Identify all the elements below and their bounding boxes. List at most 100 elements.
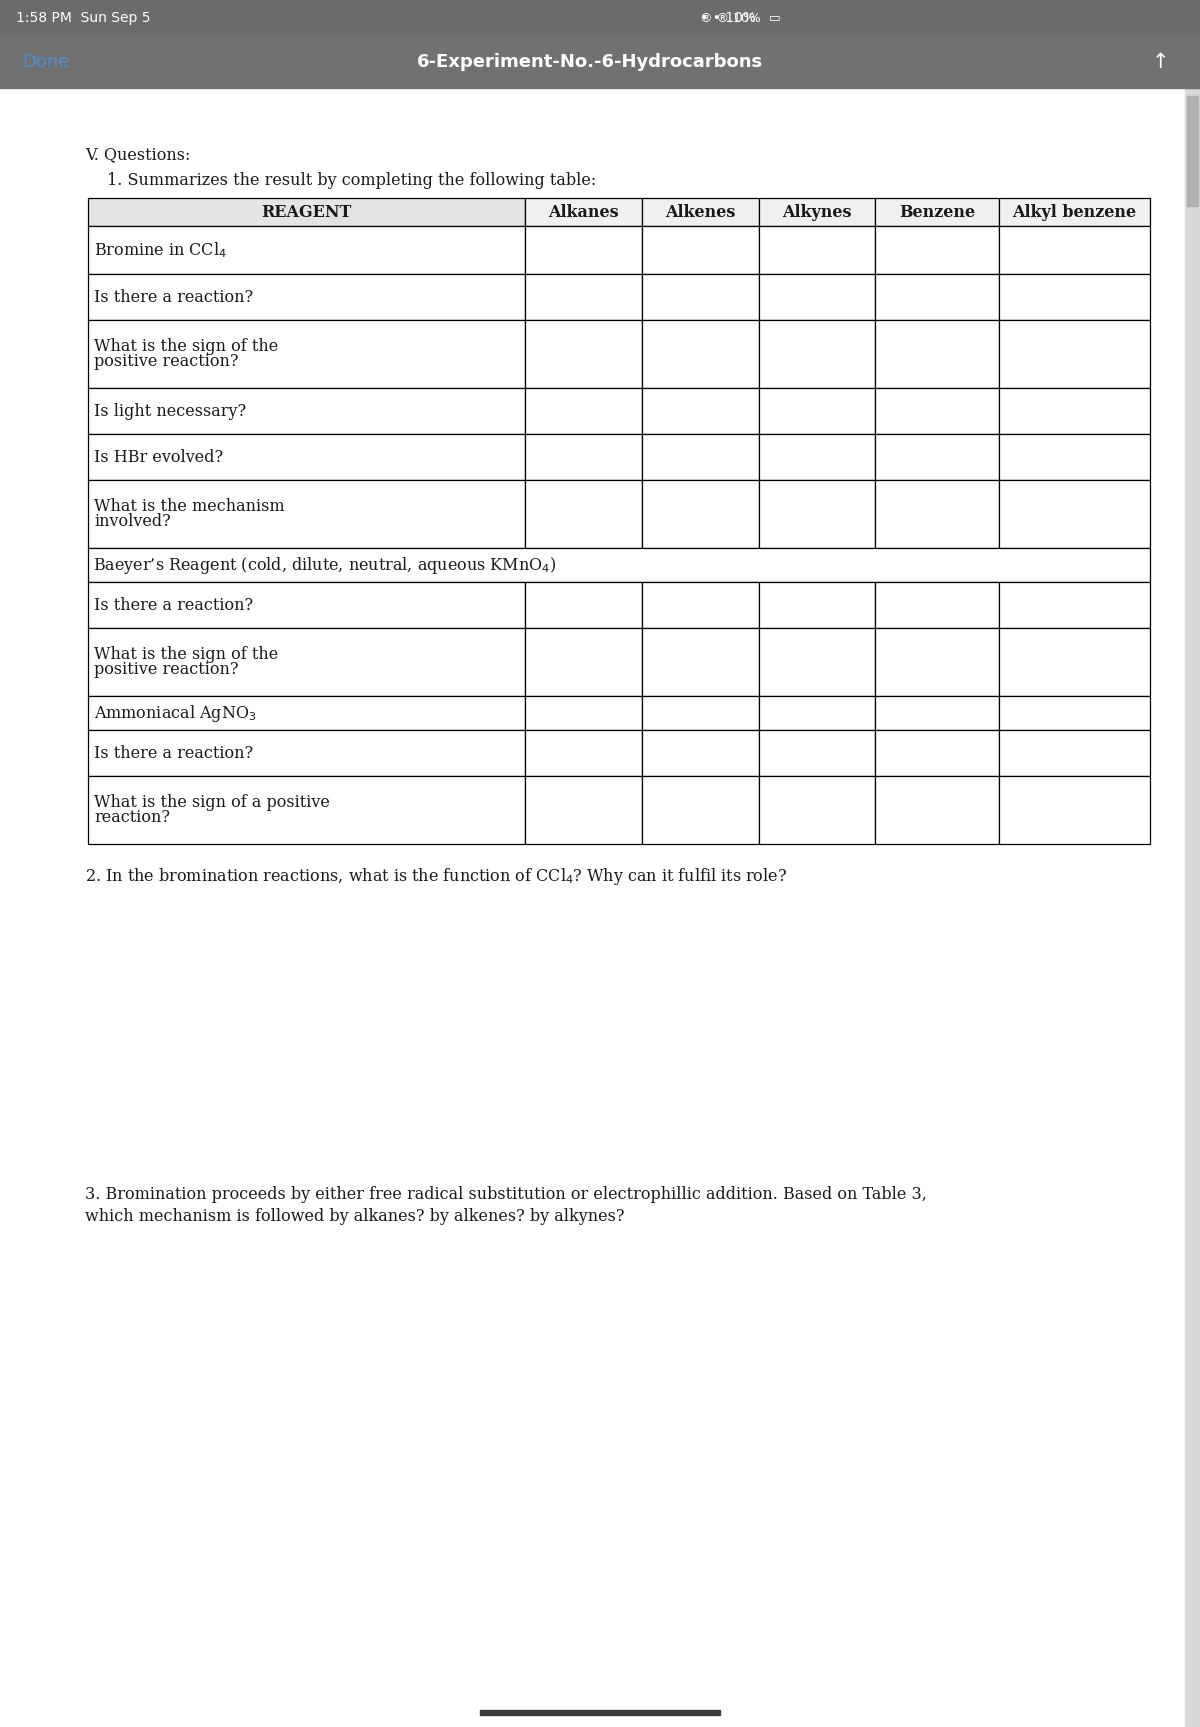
Bar (758, 629, 876, 696)
Text: Is there a reaction?: Is there a reaction? (94, 596, 253, 613)
Bar (88, 433, 526, 480)
Bar (642, 629, 758, 696)
Text: 1. Summarizes the result by completing the following table:: 1. Summarizes the result by completing t… (107, 173, 596, 188)
Text: ® ® 10%  ▭: ® ® 10% ▭ (700, 12, 781, 24)
Bar (758, 275, 876, 319)
Text: reaction?: reaction? (94, 808, 170, 826)
Bar (526, 629, 642, 696)
Bar (876, 275, 1000, 319)
Text: Ammoniacal AgNO$_3$: Ammoniacal AgNO$_3$ (94, 703, 257, 724)
Text: Alkenes: Alkenes (665, 204, 736, 221)
Bar (88, 731, 526, 775)
Bar (758, 226, 876, 275)
Bar (1000, 480, 1150, 547)
Bar (88, 389, 526, 433)
Text: What is the sign of the: What is the sign of the (94, 338, 278, 356)
Bar (1186, 88, 1200, 1727)
Bar (88, 480, 526, 547)
Text: Done: Done (22, 54, 70, 71)
Bar (1000, 319, 1150, 389)
Text: Alkanes: Alkanes (548, 204, 619, 221)
Text: Alkynes: Alkynes (782, 204, 852, 221)
Bar (526, 775, 642, 845)
Bar (1000, 731, 1150, 775)
Bar (480, 1710, 720, 1715)
Bar (876, 731, 1000, 775)
Bar (876, 433, 1000, 480)
Bar (642, 731, 758, 775)
Bar (526, 226, 642, 275)
Bar (642, 480, 758, 547)
Text: Is there a reaction?: Is there a reaction? (94, 744, 253, 762)
Bar (876, 775, 1000, 845)
Bar (88, 226, 526, 275)
Bar (758, 480, 876, 547)
Bar (88, 199, 526, 226)
Bar (88, 547, 1150, 582)
Bar (758, 319, 876, 389)
Bar (758, 389, 876, 433)
Text: ↑: ↑ (1151, 52, 1169, 73)
Bar (88, 582, 526, 629)
Bar (0, 36, 1200, 88)
Bar (642, 319, 758, 389)
Bar (1187, 97, 1198, 206)
Bar (88, 775, 526, 845)
Text: What is the sign of a positive: What is the sign of a positive (94, 794, 330, 812)
Text: What is the sign of the: What is the sign of the (94, 646, 278, 663)
Bar (526, 319, 642, 389)
Bar (88, 275, 526, 319)
Bar (526, 731, 642, 775)
Bar (1000, 629, 1150, 696)
Bar (526, 480, 642, 547)
Bar (0, 0, 1200, 36)
Text: V. Questions:: V. Questions: (85, 147, 191, 162)
Bar (876, 319, 1000, 389)
Bar (1000, 582, 1150, 629)
Bar (642, 199, 758, 226)
Bar (1000, 775, 1150, 845)
Bar (876, 389, 1000, 433)
Bar (526, 696, 642, 731)
Text: Baeyer’s Reagent (cold, dilute, neutral, aqueous KMnO$_4$): Baeyer’s Reagent (cold, dilute, neutral,… (94, 554, 557, 575)
Bar (642, 226, 758, 275)
Bar (526, 582, 642, 629)
Bar (1000, 275, 1150, 319)
Bar (526, 433, 642, 480)
Bar (642, 433, 758, 480)
Bar (876, 696, 1000, 731)
Text: which mechanism is followed by alkanes? by alkenes? by alkynes?: which mechanism is followed by alkanes? … (85, 1207, 624, 1224)
Bar (876, 226, 1000, 275)
Bar (1000, 433, 1150, 480)
Bar (758, 582, 876, 629)
Text: • • 10%: • • 10% (700, 10, 756, 24)
Text: positive reaction?: positive reaction? (94, 661, 239, 679)
Bar (88, 629, 526, 696)
Bar (642, 275, 758, 319)
Bar (642, 582, 758, 629)
Text: REAGENT: REAGENT (262, 204, 352, 221)
Bar (758, 731, 876, 775)
Bar (526, 389, 642, 433)
Text: Bromine in CCl$_4$: Bromine in CCl$_4$ (94, 240, 227, 259)
Bar (876, 480, 1000, 547)
Text: What is the mechanism: What is the mechanism (94, 497, 284, 515)
Bar (642, 696, 758, 731)
Bar (876, 629, 1000, 696)
Bar (758, 775, 876, 845)
Bar (758, 433, 876, 480)
Bar (1000, 226, 1150, 275)
Bar (1000, 389, 1150, 433)
Bar (642, 775, 758, 845)
Bar (88, 319, 526, 389)
Text: 3. Bromination proceeds by either free radical substitution or electrophillic ad: 3. Bromination proceeds by either free r… (85, 1186, 926, 1204)
Bar (1000, 199, 1150, 226)
Bar (1000, 696, 1150, 731)
Text: Is HBr evolved?: Is HBr evolved? (94, 449, 223, 466)
Bar (642, 389, 758, 433)
Bar (876, 582, 1000, 629)
Text: Is there a reaction?: Is there a reaction? (94, 288, 253, 306)
Bar (526, 199, 642, 226)
Bar (526, 275, 642, 319)
Text: Alkyl benzene: Alkyl benzene (1013, 204, 1136, 221)
